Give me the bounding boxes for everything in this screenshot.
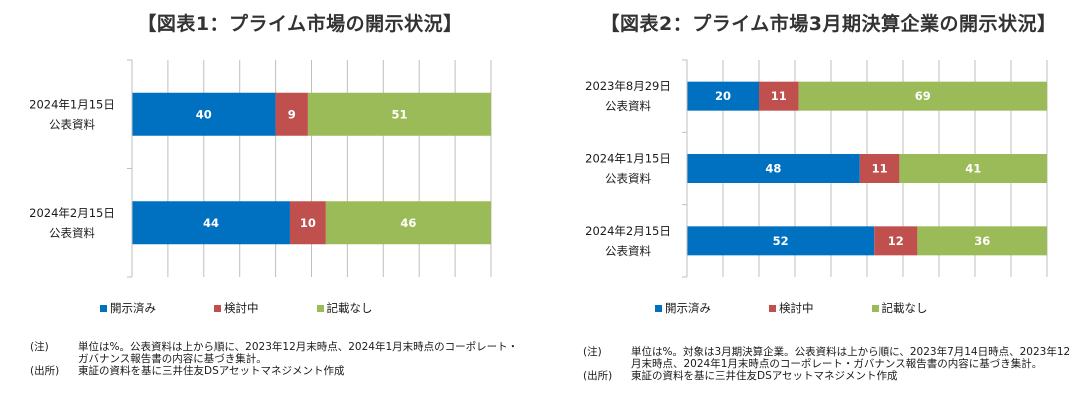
data-label: 20 <box>715 89 731 103</box>
bar-none <box>798 81 1047 111</box>
data-label: 11 <box>872 162 888 176</box>
legend-item-none: 記載なし <box>316 300 373 316</box>
category-label: 公表資料 <box>605 99 651 113</box>
category-label: 2024年1月15日 <box>29 97 115 111</box>
note-row: (注) 単位は%。公表資料は上から順に、2023年12月末時点、2024年1月末… <box>30 341 520 365</box>
legend-swatch-open <box>655 304 662 312</box>
bar-none <box>325 201 491 245</box>
bar-open <box>687 81 759 111</box>
chart-title-2: 【図表2：プライム市場3月期決算企業の開示状況】 <box>600 13 1057 35</box>
note-row: (出所) 東証の資料を基に三井住友DSアセットマネジメント作成 <box>583 370 1073 382</box>
chart-notes-2: (注) 単位は%。対象は3月期決算企業。公表資料は上から順に、2023年7月14… <box>583 346 1073 382</box>
legend-item-considering: 検討中 <box>214 300 259 316</box>
legend-label-open: 開示済み <box>110 301 156 315</box>
data-label: 44 <box>203 216 219 230</box>
bar-none <box>899 154 1047 183</box>
chart-panel-2: 【図表2：プライム市場3月期決算企業の開示状況】 20 11 69 2023年8月29… <box>550 0 1087 412</box>
note-text: 東証の資料を基に三井住友DSアセットマネジメント作成 <box>78 365 345 377</box>
legend-label-considering: 検討中 <box>224 301 259 315</box>
legend-label-considering: 検討中 <box>779 301 814 315</box>
chart-title-1: 【図表1：プライム市場の開示状況】 <box>137 13 463 35</box>
category-label: 2023年8月29日 <box>585 79 671 93</box>
legend-swatch-none <box>316 304 324 312</box>
chart-legend-1: 開示済み 検討中 記載なし <box>100 300 431 316</box>
category-label: 2024年1月15日 <box>585 152 671 166</box>
note-tag: (出所) <box>583 370 613 382</box>
category-label: 2024年2月15日 <box>585 224 671 238</box>
note-tag: (注) <box>30 341 49 353</box>
legend-swatch-considering <box>214 304 221 312</box>
data-label: 52 <box>773 234 789 248</box>
bar-open <box>687 226 875 256</box>
note-tag: (注) <box>583 346 602 358</box>
bar-none <box>917 226 1047 256</box>
data-label: 46 <box>400 216 416 230</box>
legend-label-none: 記載なし <box>326 301 373 315</box>
chart-legend-2: 開示済み 検討中 記載なし <box>655 300 986 316</box>
bar-considering <box>289 201 326 245</box>
bar-considering <box>859 154 900 183</box>
legend-item-none: 記載なし <box>871 300 928 316</box>
category-label: 2024年2月15日 <box>29 206 115 220</box>
data-label: 9 <box>288 107 296 121</box>
chart-notes-1: (注) 単位は%。公表資料は上から順に、2023年12月末時点、2024年1月末… <box>30 341 520 377</box>
data-label: 40 <box>196 107 212 121</box>
data-label: 10 <box>300 216 316 230</box>
chart-panel-1: 【図表1：プライム市場の開示状況】 40 9 51 2024年1月15日 公表資料 44 1… <box>0 0 540 412</box>
bar-open <box>132 92 276 136</box>
data-label: 69 <box>915 89 931 103</box>
bar-considering <box>759 81 799 111</box>
legend-swatch-open <box>100 304 107 312</box>
category-label: 公表資料 <box>605 244 651 258</box>
legend-swatch-considering <box>769 304 776 312</box>
note-row: (出所) 東証の資料を基に三井住友DSアセットマネジメント作成 <box>30 365 520 377</box>
legend-label-open: 開示済み <box>665 301 711 315</box>
note-tag: (出所) <box>30 365 60 377</box>
note-row: (注) 単位は%。対象は3月期決算企業。公表資料は上から順に、2023年7月14… <box>583 346 1073 370</box>
bar-open <box>687 154 860 183</box>
data-label: 12 <box>888 234 904 248</box>
bar-none <box>307 92 491 136</box>
legend-label-none: 記載なし <box>881 301 928 315</box>
bar-considering <box>275 92 308 136</box>
category-label: 公表資料 <box>49 117 95 131</box>
bar-considering <box>874 226 918 256</box>
data-label: 51 <box>391 107 407 121</box>
category-label: 公表資料 <box>49 226 95 240</box>
bar-open <box>132 201 290 245</box>
data-label: 48 <box>765 162 781 176</box>
legend-swatch-none <box>871 304 879 312</box>
note-text: 東証の資料を基に三井住友DSアセットマネジメント作成 <box>631 370 898 382</box>
legend-item-considering: 検討中 <box>769 300 814 316</box>
data-label: 36 <box>974 234 990 248</box>
category-label: 公表資料 <box>605 172 651 186</box>
legend-item-open: 開示済み <box>100 300 156 316</box>
data-label: 11 <box>771 89 787 103</box>
legend-item-open: 開示済み <box>655 300 711 316</box>
note-text: 単位は%。公表資料は上から順に、2023年12月末時点、2024年1月末時点のコ… <box>78 341 519 365</box>
data-label: 41 <box>965 162 981 176</box>
note-text: 単位は%。対象は3月期決算企業。公表資料は上から順に、2023年7月14日時点、… <box>631 346 1071 370</box>
